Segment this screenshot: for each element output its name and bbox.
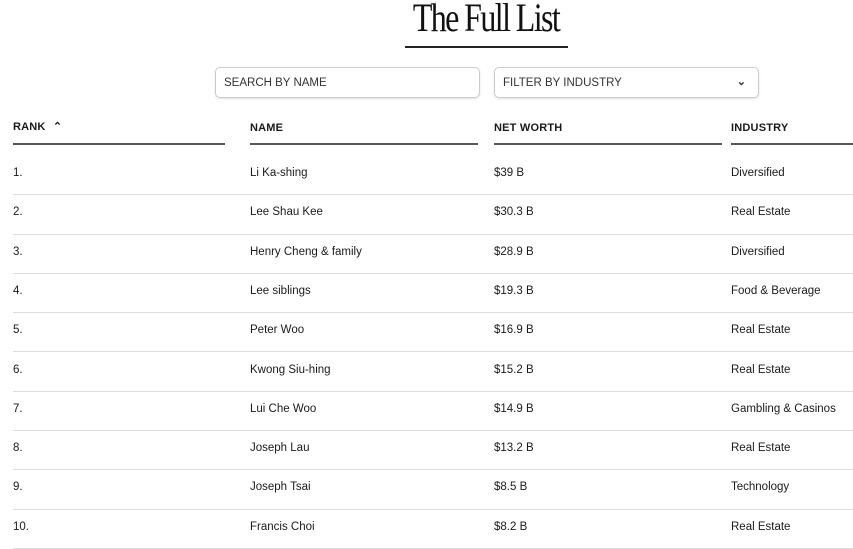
header-divider	[13, 143, 225, 145]
chevron-down-icon: ⌄	[736, 76, 746, 88]
table-row[interactable]: 1. Li Ka-shing $39 B Diversified	[13, 155, 853, 196]
cell-rank: 3.	[13, 245, 23, 258]
cell-industry: Diversified	[731, 245, 785, 258]
cell-name: Lee Shau Kee	[250, 206, 323, 219]
cell-industry: Gambling & Casinos	[731, 402, 836, 415]
cell-rank: 9.	[13, 481, 23, 494]
chevron-up-icon: ⌃	[52, 121, 63, 133]
cell-name: Kwong Siu-hing	[250, 363, 331, 376]
cell-net-worth: $19.3 B	[494, 284, 534, 297]
cell-industry: Real Estate	[731, 363, 791, 376]
cell-net-worth: $8.2 B	[494, 520, 528, 533]
cell-industry: Real Estate	[731, 520, 791, 533]
table-row[interactable]: 5. Peter Woo $16.9 B Real Estate	[13, 312, 853, 353]
table-row[interactable]: 8. Joseph Lau $13.2 B Real Estate	[13, 430, 853, 471]
cell-name: Peter Woo	[250, 324, 305, 337]
cell-industry: Technology	[731, 481, 790, 494]
filter-label: FILTER BY INDUSTRY	[503, 76, 622, 89]
cell-industry: Food & Beverage	[731, 284, 821, 297]
cell-net-worth: $15.2 B	[494, 363, 534, 376]
cell-name: Henry Cheng & family	[250, 245, 362, 258]
header-divider	[250, 143, 478, 145]
cell-rank: 8.	[13, 442, 23, 455]
table-row[interactable]: 10. Francis Choi $8.2 B Real Estate	[13, 509, 853, 549]
search-input[interactable]: SEARCH BY NAME	[215, 67, 480, 98]
cell-industry: Real Estate	[731, 206, 791, 219]
cell-rank: 7.	[13, 402, 23, 415]
cell-net-worth: $28.9 B	[494, 245, 534, 258]
cell-rank: 10.	[13, 520, 29, 533]
cell-name: Lee siblings	[250, 284, 311, 297]
page-title: The Full List	[412, 0, 561, 40]
header-divider	[494, 143, 722, 145]
rank-header-label: RANK	[13, 121, 46, 133]
table-row[interactable]: 3. Henry Cheng & family $28.9 B Diversified	[13, 234, 853, 274]
cell-net-worth: $8.5 B	[494, 481, 528, 494]
cell-rank: 2.	[13, 206, 23, 219]
table-row[interactable]: 2. Lee Shau Kee $30.3 B Real Estate	[13, 194, 853, 235]
cell-name: Lui Che Woo	[250, 402, 317, 415]
cell-net-worth: $30.3 B	[494, 206, 534, 219]
cell-net-worth: $16.9 B	[494, 324, 534, 337]
cell-net-worth: $14.9 B	[494, 402, 534, 415]
cell-industry: Real Estate	[731, 442, 791, 455]
header-divider	[731, 143, 853, 145]
cell-rank: 6.	[13, 363, 23, 376]
column-header-industry[interactable]: INDUSTRY	[731, 122, 789, 134]
cell-name: Joseph Tsai	[250, 481, 311, 494]
column-header-name[interactable]: NAME	[250, 122, 284, 134]
table-row[interactable]: 7. Lui Che Woo $14.9 B Gambling & Casinos	[13, 391, 853, 432]
table-row[interactable]: 9. Joseph Tsai $8.5 B Technology	[13, 469, 853, 510]
cell-rank: 4.	[13, 284, 23, 297]
cell-name: Joseph Lau	[250, 442, 310, 455]
table-row[interactable]: 6. Kwong Siu-hing $15.2 B Real Estate	[13, 352, 853, 392]
cell-net-worth: $39 B	[494, 167, 525, 179]
cell-name: Li Ka-shing	[250, 167, 308, 179]
industry-filter-select[interactable]: FILTER BY INDUSTRY ⌄	[494, 67, 759, 98]
cell-net-worth: $13.2 B	[494, 442, 534, 455]
cell-industry: Real Estate	[731, 324, 791, 337]
search-placeholder: SEARCH BY NAME	[224, 76, 327, 89]
cell-rank: 1.	[13, 167, 23, 179]
title-underline	[405, 46, 568, 48]
cell-rank: 5.	[13, 324, 23, 337]
column-header-net-worth[interactable]: NET WORTH	[494, 122, 563, 134]
cell-industry: Diversified	[731, 167, 785, 179]
table-row[interactable]: 4. Lee siblings $19.3 B Food & Beverage	[13, 273, 853, 314]
column-header-rank[interactable]: RANK ⌃	[13, 120, 62, 133]
cell-name: Francis Choi	[250, 520, 315, 533]
